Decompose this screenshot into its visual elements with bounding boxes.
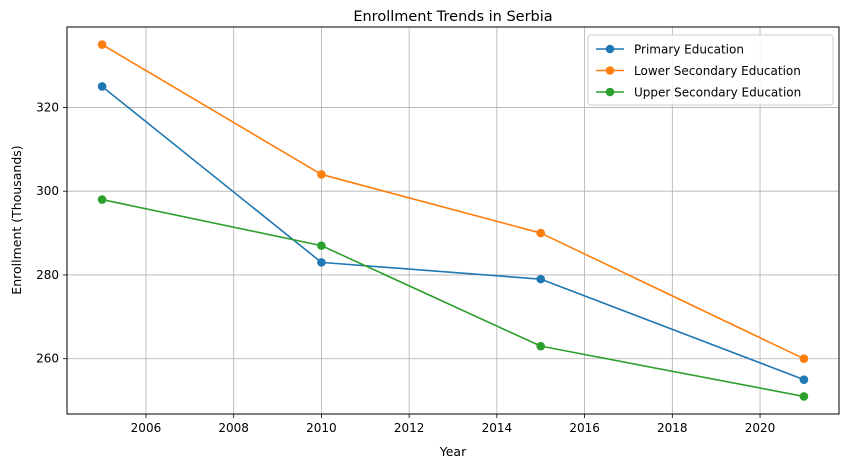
- legend: Primary Education Lower Secondary Educati…: [587, 34, 834, 106]
- data-point: [536, 274, 546, 284]
- legend-swatch-marker: [605, 66, 615, 75]
- data-point: [317, 170, 326, 179]
- x-tick-label: 2006: [131, 421, 162, 435]
- series-line: [101, 198, 805, 398]
- y-axis-label: Enrollment (Thousands): [9, 145, 24, 294]
- series-2: [97, 40, 809, 364]
- legend-item: Upper Secondary Education: [596, 86, 801, 100]
- data-point: [97, 82, 107, 91]
- data-point: [97, 40, 107, 49]
- data-point: [317, 241, 326, 250]
- data-point: [799, 392, 809, 401]
- y-tick-label: 320: [36, 100, 59, 114]
- y-tick-label: 300: [36, 184, 59, 198]
- x-tick-label: 2010: [306, 421, 337, 435]
- x-tick-label: 2008: [218, 421, 249, 435]
- series-line: [101, 43, 805, 360]
- chart-title: Enrollment Trends in Serbia: [353, 9, 552, 25]
- data-point: [799, 375, 809, 384]
- y-tick-label: 280: [36, 268, 59, 282]
- ticks: 2006 2008 2010 2012 2014 2016 2018 2020 260 280 30…: [36, 100, 775, 435]
- x-tick-label: 2018: [657, 421, 688, 435]
- legend-swatch-marker: [605, 87, 615, 97]
- x-tick-label: 2014: [482, 421, 513, 435]
- x-tick-label: 2012: [394, 421, 425, 435]
- x-tick-label: 2020: [745, 421, 776, 435]
- legend-label: Lower Secondary Education: [634, 64, 801, 78]
- plot-frame: [66, 26, 840, 415]
- series-layer: [97, 40, 809, 401]
- x-tick-label: 2016: [569, 421, 600, 435]
- legend-box: [587, 34, 834, 106]
- data-point: [97, 195, 107, 204]
- series-1: [97, 82, 809, 384]
- y-tick-label: 260: [36, 352, 59, 366]
- data-point: [799, 354, 809, 364]
- data-point: [536, 228, 546, 238]
- legend-label: Upper Secondary Education: [634, 86, 801, 100]
- series-line: [101, 85, 805, 381]
- legend-item: Primary Education: [596, 43, 744, 57]
- data-point: [536, 341, 546, 351]
- legend-swatch-marker: [605, 44, 615, 54]
- legend-label: Primary Education: [634, 43, 744, 57]
- data-point: [317, 258, 326, 267]
- x-axis-label: Year: [439, 444, 467, 459]
- legend-item: Lower Secondary Education: [596, 64, 801, 78]
- series-3: [97, 195, 809, 401]
